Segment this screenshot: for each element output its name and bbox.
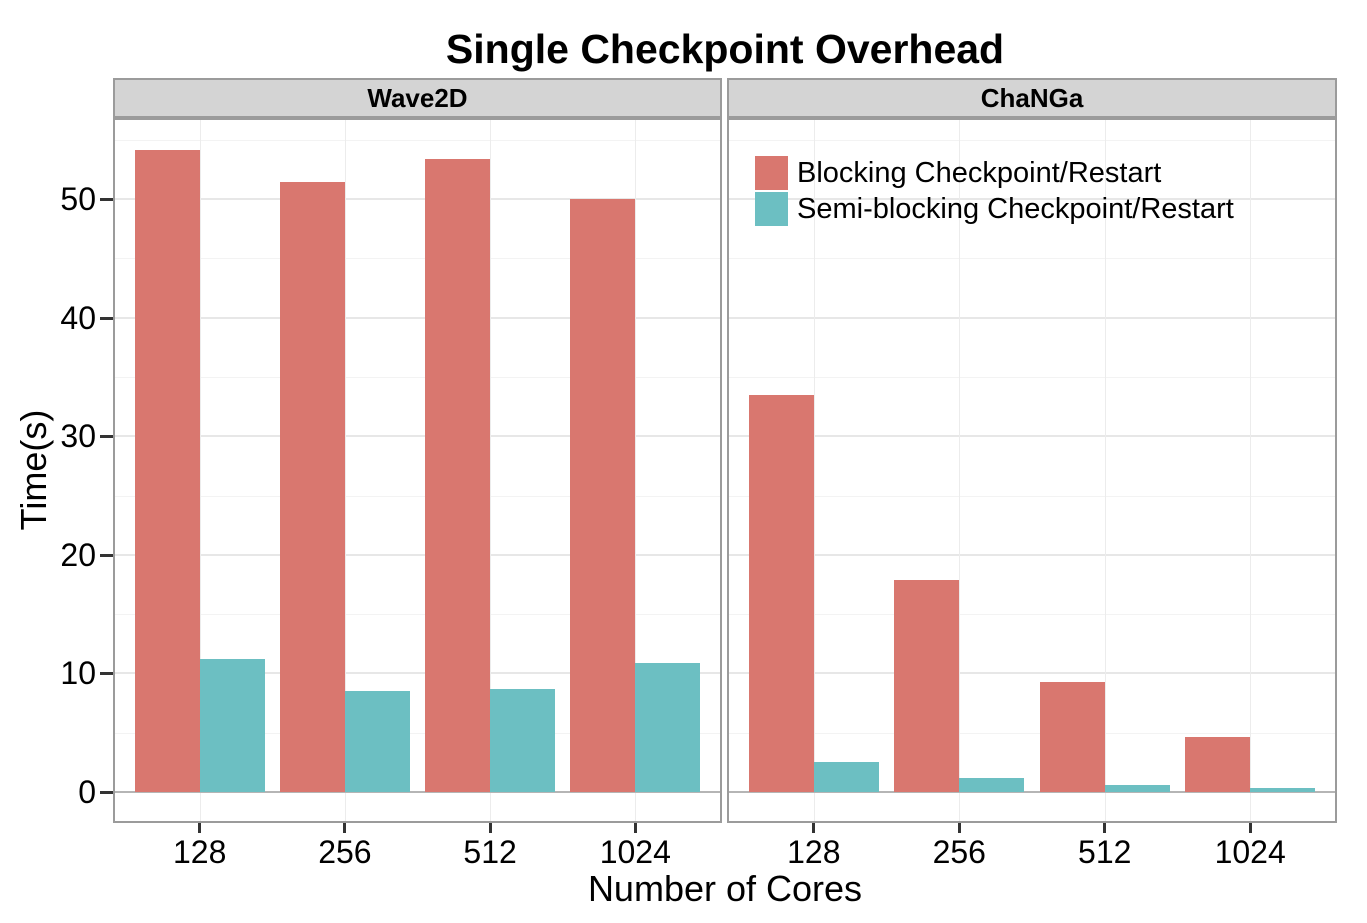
y-tick-label: 50: [60, 181, 96, 218]
facet-strip-label: Wave2D: [367, 82, 468, 113]
minor-gridline: [115, 732, 720, 734]
minor-gridline: [115, 495, 720, 497]
major-gridline: [729, 198, 1335, 201]
zero-baseline: [115, 791, 720, 793]
y-tick-label: 10: [60, 655, 96, 692]
legend-item-blocking: Blocking Checkpoint/Restart: [755, 155, 1234, 191]
y-tick-label: 20: [60, 536, 96, 573]
vertical-gridline: [635, 120, 637, 821]
bar-semiblocking-changa-512: [1104, 785, 1170, 792]
bar-blocking-changa-128: [748, 395, 814, 792]
x-tick-mark: [198, 823, 202, 833]
minor-gridline: [115, 614, 720, 616]
y-tick-label: 0: [78, 774, 96, 810]
major-gridline: [115, 316, 720, 319]
legend-item-semiblocking: Semi-blocking Checkpoint/Restart: [755, 191, 1234, 227]
x-axis-title: Number of Cores: [587, 868, 863, 909]
minor-gridline: [729, 258, 1335, 260]
plot-panel-wave2d: [113, 118, 722, 823]
bar-semiblocking-changa-1024: [1250, 788, 1316, 792]
y-tick-mark: [100, 316, 113, 320]
plot-panel-changa: [727, 118, 1337, 823]
major-gridline: [115, 672, 720, 675]
minor-gridline: [729, 495, 1335, 497]
bar-semiblocking-wave2d-1024: [635, 663, 701, 792]
minor-gridline: [115, 139, 720, 141]
major-gridline: [729, 672, 1335, 675]
legend-label: Blocking Checkpoint/Restart: [797, 156, 1162, 189]
vertical-gridline: [199, 120, 201, 821]
vertical-gridline: [490, 120, 492, 821]
bar-blocking-wave2d-128: [134, 150, 200, 792]
bar-blocking-wave2d-512: [425, 159, 491, 792]
x-tick-label: 256: [932, 834, 986, 870]
x-tick-label: 512: [1078, 834, 1132, 870]
y-tick-label: 40: [60, 299, 96, 336]
facet-strip-changa: ChaNGa: [727, 78, 1337, 118]
major-gridline: [729, 435, 1335, 438]
x-tick-label: 512: [463, 834, 517, 870]
y-tick-mark: [100, 198, 113, 202]
x-tick-label: 1024: [1214, 834, 1286, 870]
legend-label: Semi-blocking Checkpoint/Restart: [797, 192, 1234, 225]
minor-gridline: [115, 376, 720, 378]
x-tick-mark: [957, 823, 961, 833]
minor-gridline: [729, 139, 1335, 141]
major-gridline: [729, 553, 1335, 556]
vertical-gridline: [813, 120, 815, 821]
y-tick-mark: [100, 672, 113, 676]
major-gridline: [115, 553, 720, 556]
minor-gridline: [729, 376, 1335, 378]
x-tick-mark: [812, 823, 816, 833]
x-tick-mark: [488, 823, 492, 833]
y-tick-mark: [100, 553, 113, 557]
y-tick-mark: [100, 435, 113, 439]
facet-strip-wave2d: Wave2D: [113, 78, 722, 118]
bar-blocking-wave2d-1024: [570, 199, 636, 792]
minor-gridline: [115, 258, 720, 260]
bar-semiblocking-wave2d-512: [490, 689, 556, 792]
y-axis-title: Time(s): [13, 409, 54, 531]
x-tick-mark: [343, 823, 347, 833]
x-tick-label: 256: [318, 834, 372, 870]
bar-semiblocking-changa-256: [959, 778, 1025, 792]
bar-blocking-changa-1024: [1185, 737, 1251, 792]
x-tick-mark: [633, 823, 637, 833]
zero-baseline: [729, 791, 1335, 793]
major-gridline: [729, 316, 1335, 319]
x-tick-label: 128: [787, 834, 841, 870]
bar-blocking-changa-512: [1039, 682, 1105, 792]
facet-strip-label: ChaNGa: [980, 82, 1084, 113]
y-tick-label: 30: [60, 418, 96, 455]
x-tick-label: 128: [172, 834, 227, 870]
minor-gridline: [729, 732, 1335, 734]
minor-gridline: [729, 614, 1335, 616]
major-gridline: [115, 435, 720, 438]
x-tick-mark: [1248, 823, 1252, 833]
bar-blocking-wave2d-256: [279, 182, 345, 792]
vertical-gridline: [959, 120, 961, 821]
vertical-gridline: [1250, 120, 1252, 821]
plot-area-changa: [729, 120, 1335, 821]
bar-semiblocking-wave2d-128: [199, 659, 265, 792]
legend-swatch-semiblocking: [755, 192, 788, 226]
bar-semiblocking-changa-128: [813, 762, 879, 792]
plot-area-wave2d: [115, 120, 720, 821]
legend: Blocking Checkpoint/Restart Semi-blockin…: [755, 155, 1234, 227]
major-gridline: [115, 198, 720, 201]
legend-swatch-blocking: [755, 156, 788, 190]
vertical-gridline: [344, 120, 346, 821]
x-tick-label: 1024: [599, 834, 671, 870]
chart-title: Single Checkpoint Overhead: [445, 26, 1005, 72]
bar-blocking-changa-256: [894, 580, 960, 792]
y-tick-mark: [100, 791, 113, 794]
bar-semiblocking-wave2d-256: [344, 691, 410, 792]
x-tick-mark: [1103, 823, 1107, 833]
vertical-gridline: [1104, 120, 1106, 821]
